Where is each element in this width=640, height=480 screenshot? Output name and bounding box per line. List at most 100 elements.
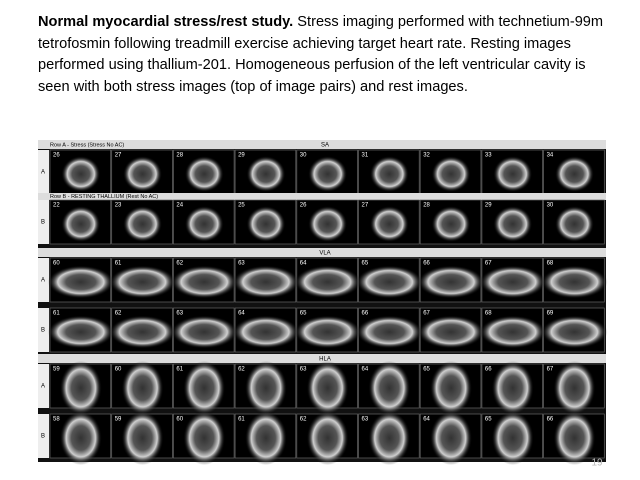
row-header: Row A - Stress (Stress No AC) [50, 142, 124, 148]
heart-image [418, 265, 485, 299]
frame-number: 59 [53, 367, 60, 373]
heart-image [184, 206, 224, 242]
heart-image [183, 361, 226, 415]
frame-number: 69 [547, 311, 554, 317]
heart-image [553, 361, 596, 415]
frame-number: 61 [238, 417, 245, 423]
frame-number: 62 [176, 261, 183, 267]
frame-number: 65 [485, 417, 492, 423]
frame-number: 66 [547, 417, 554, 423]
section-bar [38, 248, 606, 257]
heart-image [554, 156, 594, 192]
frame-number: 62 [238, 367, 245, 373]
section-title: SA [321, 143, 329, 149]
section-title: HLA [319, 357, 331, 363]
frame-number: 61 [176, 367, 183, 373]
heart-image [493, 156, 533, 192]
heart-image [123, 156, 163, 192]
heart-image [368, 361, 411, 415]
heart-image [541, 315, 608, 349]
heart-image [121, 361, 164, 415]
row-label: A [41, 384, 45, 390]
frame-number: 33 [485, 153, 492, 159]
heart-image [356, 265, 423, 299]
frame-number: 29 [238, 153, 245, 159]
frame-number: 58 [53, 417, 60, 423]
frame-number: 67 [485, 261, 492, 267]
row-label: A [41, 278, 45, 284]
heart-image [61, 156, 101, 192]
row-bar [38, 193, 606, 200]
frame-number: 62 [300, 417, 307, 423]
heart-image [356, 315, 423, 349]
heart-image [308, 156, 348, 192]
heart-image [47, 265, 114, 299]
heart-image [308, 206, 348, 242]
heart-image [491, 361, 534, 415]
frame-number: 26 [53, 153, 60, 159]
row-label-strip [38, 308, 49, 352]
frame-number: 64 [300, 261, 307, 267]
heart-image [59, 361, 102, 415]
row-label: B [41, 328, 45, 334]
row-label-strip [38, 150, 49, 194]
frame-number: 60 [53, 261, 60, 267]
heart-image [246, 156, 286, 192]
heart-image [121, 411, 164, 465]
frame-number: 65 [423, 367, 430, 373]
frame-number: 30 [300, 153, 307, 159]
row-label-strip [38, 364, 49, 408]
frame-number: 63 [362, 417, 369, 423]
heart-image [479, 265, 546, 299]
frame-number: 29 [485, 203, 492, 209]
heart-image [430, 361, 473, 415]
heart-image [554, 206, 594, 242]
heart-image [306, 361, 349, 415]
frame-number: 65 [300, 311, 307, 317]
frame-number: 65 [362, 261, 369, 267]
frame-number: 67 [423, 311, 430, 317]
heart-image [232, 265, 299, 299]
heart-image [479, 315, 546, 349]
row-label-strip [38, 414, 49, 458]
frame-number: 60 [176, 417, 183, 423]
section-title: VLA [319, 251, 330, 257]
caption-bold: Normal myocardial stress/rest study. [38, 14, 294, 30]
frame-number: 23 [115, 203, 122, 209]
heart-image [244, 411, 287, 465]
row-header: Row B - RESTING THALLIUM (Rest No AC) [50, 194, 158, 200]
frame-number: 60 [115, 367, 122, 373]
frame-number: 31 [362, 153, 369, 159]
heart-image [246, 206, 286, 242]
row-label-strip [38, 258, 49, 302]
frame-number: 59 [115, 417, 122, 423]
heart-image [491, 411, 534, 465]
page-number: 19 [591, 458, 603, 469]
frame-number: 22 [53, 203, 60, 209]
heart-image [184, 156, 224, 192]
heart-image [294, 315, 361, 349]
row-label-strip [38, 200, 49, 244]
caption: Normal myocardial stress/rest study. Str… [38, 12, 618, 98]
heart-image [368, 411, 411, 465]
heart-image [294, 265, 361, 299]
frame-number: 67 [547, 367, 554, 373]
heart-image [109, 265, 176, 299]
frame-number: 63 [300, 367, 307, 373]
frame-number: 28 [176, 153, 183, 159]
frame-number: 64 [423, 417, 430, 423]
heart-image [183, 411, 226, 465]
heart-image [369, 156, 409, 192]
caption-text: Stress imaging performed with technetium… [38, 14, 604, 95]
frame-number: 61 [115, 261, 122, 267]
frame-number: 30 [547, 203, 554, 209]
heart-image [232, 315, 299, 349]
heart-image [430, 411, 473, 465]
heart-image [171, 315, 238, 349]
frame-number: 66 [485, 367, 492, 373]
frame-number: 61 [53, 311, 60, 317]
frame-number: 64 [362, 367, 369, 373]
heart-image [431, 206, 471, 242]
